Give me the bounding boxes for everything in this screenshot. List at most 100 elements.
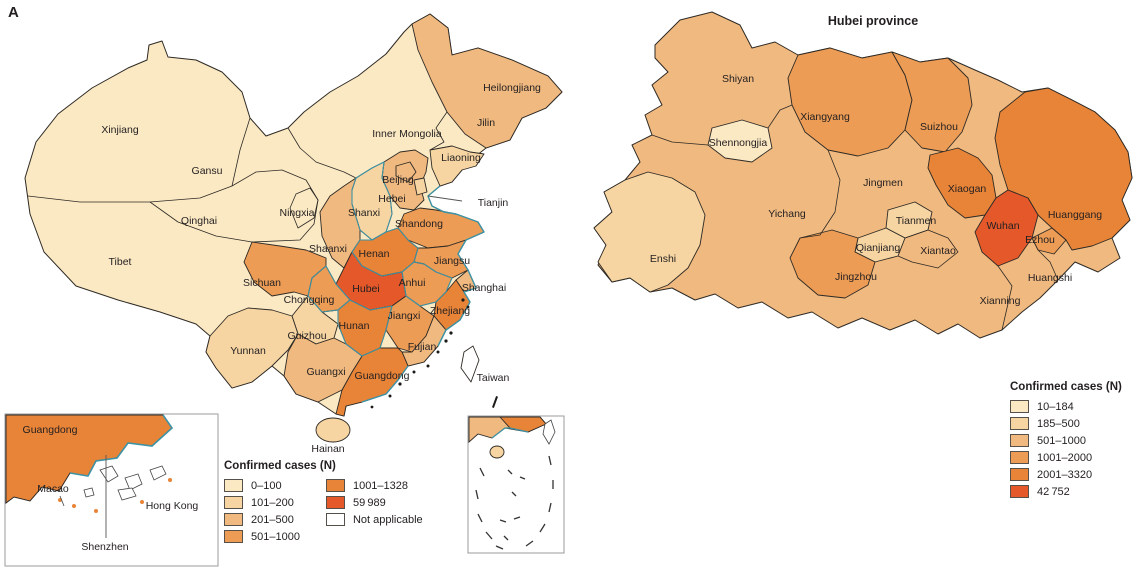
legend-swatch — [224, 530, 243, 543]
region-yunnan — [205, 307, 299, 389]
region-tianjin — [413, 177, 428, 196]
inset-scs-dashes — [475, 455, 554, 550]
legend-item-label: 2001–3320 — [1037, 468, 1093, 481]
legend-swatch — [1010, 400, 1029, 413]
border-gansu-innermongolia — [287, 127, 357, 179]
accent-chongqing — [307, 265, 351, 313]
legend-china-title: Confirmed cases (N) — [224, 460, 336, 472]
legend-item: 0–100 — [224, 479, 300, 492]
legend-item: 1001–1328 — [325, 479, 423, 492]
legend-hubei-title: Confirmed cases (N) — [1010, 381, 1122, 393]
legend-item: 10–184 — [1010, 400, 1122, 413]
region-jingzhou — [789, 229, 876, 299]
region-heilongjiang — [411, 13, 563, 149]
border-xinjiang-east — [231, 117, 251, 187]
legend-swatch — [1010, 485, 1029, 498]
border-xiantao — [897, 229, 959, 269]
coast-accent-south — [361, 365, 409, 403]
macao-leader-line — [59, 495, 65, 507]
region-beijing — [395, 161, 417, 183]
legend-swatch — [1010, 451, 1029, 464]
border-xianning — [997, 265, 1013, 331]
region-enshi — [593, 171, 706, 293]
legend-item-label: Not applicable — [352, 513, 423, 526]
legend-item-label: 501–1000 — [1037, 434, 1086, 447]
legend-swatch — [224, 479, 243, 492]
inset-pearl-delta — [4, 413, 219, 567]
border-huangshi — [1037, 249, 1059, 281]
legend-swatch — [325, 513, 345, 526]
legend-china-col1: 0–100 101–200 201–500 501–1000 — [224, 479, 300, 547]
legend-swatch — [325, 496, 345, 509]
hubei-map — [593, 11, 1133, 339]
border-shiyan-xiangyang — [767, 104, 793, 129]
hubei-cities — [593, 47, 1133, 299]
legend-item: 2001–3320 — [1010, 468, 1122, 481]
legend-item-label: 201–500 — [251, 513, 294, 526]
inset-pearl-islets — [58, 478, 172, 513]
legend-item-label: 501–1000 — [251, 530, 300, 543]
china-provinces — [205, 13, 563, 443]
legend-item: 185–500 — [1010, 417, 1122, 430]
inset-scs-taiwan — [542, 419, 556, 445]
hubei-internal-borders — [651, 104, 1059, 331]
inset-scs-hainan — [489, 445, 505, 459]
legend-swatch — [1010, 468, 1029, 481]
legend-china: Confirmed cases (N) 0–100 101–200 201–500 5… — [224, 460, 423, 547]
legend-item: 1001–2000 — [1010, 451, 1122, 464]
coast-accent-east — [427, 185, 485, 347]
legend-swatch — [1010, 417, 1029, 430]
coast-accent-lines — [307, 161, 485, 403]
legend-item: 101–200 — [224, 496, 300, 509]
border-yichang-jingmen — [799, 149, 841, 239]
figure-panel-label: A — [8, 4, 19, 21]
accent-hunan — [337, 299, 393, 357]
legend-item: Not applicable — [325, 513, 423, 526]
legend-item-label: 42 752 — [1037, 485, 1070, 498]
legend-china-col2: 1001–1328 59 989 Not applicable — [325, 479, 423, 530]
region-xiangyang — [787, 47, 913, 157]
legend-item-label: 0–100 — [251, 479, 282, 492]
legend-item-label: 1001–2000 — [1037, 451, 1093, 464]
accent-shanxi — [351, 161, 393, 241]
region-guangxi — [283, 333, 363, 403]
legend-swatch — [224, 513, 243, 526]
china-map — [24, 13, 563, 443]
tianjin-leader-line — [427, 195, 463, 202]
legend-swatch — [1010, 434, 1029, 447]
coastal-islands — [370, 298, 498, 409]
region-hainan — [315, 417, 351, 443]
legend-item: 201–500 — [224, 513, 300, 526]
border-im-jilin — [429, 111, 448, 151]
legend-hubei-col: 10–184 185–500 501–1000 1001–2000 2001–3320 4… — [1010, 400, 1122, 498]
legend-item-label: 101–200 — [251, 496, 294, 509]
legend-item: 501–1000 — [1010, 434, 1122, 447]
region-liaoning — [429, 145, 485, 187]
inset-pearl-coast-accent — [69, 414, 174, 477]
border-qinghai-gansu — [231, 169, 319, 201]
legend-swatch — [224, 496, 243, 509]
legend-hubei: Confirmed cases (N) 10–184 185–500 501–100… — [1010, 381, 1122, 502]
border-ningxia — [289, 187, 319, 229]
accent-anhui — [401, 261, 453, 307]
accent-henan — [351, 227, 419, 277]
legend-item-label: 10–184 — [1037, 400, 1074, 413]
hubei-map-title: Hubei province — [827, 14, 919, 28]
border-shiyan-shennongjia-west — [651, 134, 709, 146]
inset-pearl-islands — [83, 465, 167, 501]
region-shennongjia — [707, 119, 773, 163]
legend-item: 501–1000 — [224, 530, 300, 543]
inset-south-china-sea — [467, 415, 565, 554]
legend-item-label: 185–500 — [1037, 417, 1080, 430]
legend-item: 59 989 — [325, 496, 423, 509]
inset-scs-coast-accent — [491, 427, 529, 439]
region-suizhou — [891, 51, 973, 153]
legend-item: 42 752 — [1010, 485, 1122, 498]
legend-item-label: 1001–1328 — [352, 479, 409, 492]
region-taiwan — [460, 345, 480, 383]
legend-item-label: 59 989 — [352, 496, 386, 509]
region-ezhou — [1031, 227, 1067, 255]
legend-swatch — [325, 479, 345, 492]
